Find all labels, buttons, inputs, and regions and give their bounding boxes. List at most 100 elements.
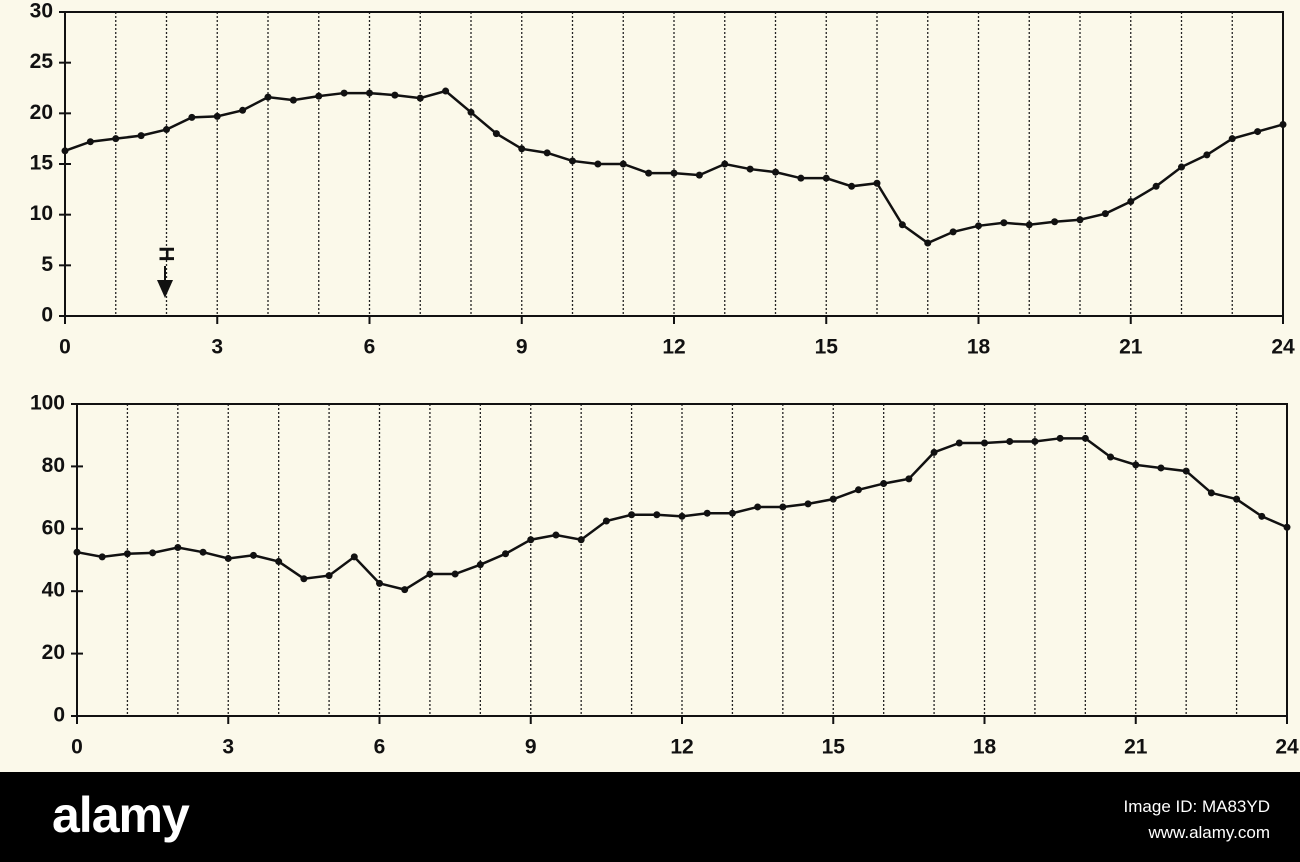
data-point — [426, 570, 434, 578]
data-point — [569, 157, 576, 165]
data-point — [678, 512, 686, 520]
y-tick-label: 40 — [42, 579, 65, 602]
x-tick-label: 3 — [222, 736, 234, 759]
y-tick-label: 80 — [42, 454, 65, 477]
y-tick-label: 30 — [30, 0, 53, 23]
data-point — [602, 517, 610, 525]
chart: 0 5 10 15 20 25 30 0 3 6 9 12 15 18 21 24 H 0 20 40 60 80 100 0… — [30, 0, 1299, 759]
x-tick-label: 18 — [967, 336, 991, 359]
data-point — [577, 536, 585, 544]
y-tick-label: 60 — [42, 516, 65, 539]
y-tick-label: 20 — [42, 641, 65, 664]
data-point — [451, 570, 459, 578]
data-point — [829, 495, 837, 503]
data-point — [492, 130, 500, 138]
data-point — [1000, 219, 1008, 227]
x-tick-label: 6 — [364, 336, 376, 359]
data-point — [898, 221, 906, 229]
x-tick-label: 15 — [822, 736, 846, 759]
data-point — [949, 228, 957, 236]
data-point — [1182, 467, 1190, 475]
data-point — [350, 553, 358, 561]
data-point — [1076, 216, 1084, 224]
data-point — [442, 87, 450, 95]
data-point — [754, 503, 762, 511]
data-point — [518, 145, 526, 153]
data-point — [930, 448, 938, 456]
x-tick-label: 12 — [662, 336, 685, 359]
data-point — [123, 550, 131, 558]
data-point — [289, 96, 297, 104]
arrow-head — [157, 280, 173, 298]
data-point — [98, 553, 106, 561]
data-point — [391, 91, 399, 99]
data-point — [416, 94, 424, 102]
data-point — [1157, 464, 1165, 472]
y-tick-label: 20 — [30, 101, 53, 124]
url: www.alamy.com — [1148, 823, 1270, 842]
data-point — [772, 168, 779, 176]
data-point — [873, 179, 881, 187]
image-id: Image ID: MA83YD — [1123, 797, 1270, 816]
data-point — [1283, 523, 1291, 531]
data-point — [1203, 151, 1211, 159]
data-point — [1006, 437, 1014, 445]
footer: alamy Image ID: MA83YD www.alamy.com — [0, 772, 1300, 862]
data-point — [1279, 120, 1287, 128]
data-point — [848, 182, 856, 190]
data-point — [695, 171, 703, 179]
data-point — [174, 544, 182, 552]
data-point — [628, 511, 636, 519]
data-point — [880, 480, 888, 488]
data-point — [224, 554, 232, 562]
data-point — [275, 558, 283, 566]
data-point — [1031, 437, 1039, 445]
data-point — [1081, 434, 1089, 442]
data-point — [779, 503, 787, 511]
x-tick-label: 15 — [815, 336, 839, 359]
data-point — [163, 126, 170, 134]
x-tick-label: 0 — [59, 336, 71, 359]
data-point — [61, 147, 69, 155]
y-tick-label: 5 — [41, 253, 53, 276]
data-point — [1107, 453, 1115, 461]
data-point — [905, 475, 913, 483]
data-point — [213, 112, 221, 120]
data-point — [746, 165, 754, 173]
x-tick-label: 6 — [374, 736, 386, 759]
data-point — [401, 586, 409, 594]
data-point — [955, 439, 963, 447]
y-tick-label: 10 — [30, 202, 53, 225]
data-point — [594, 160, 602, 168]
data-point — [1132, 461, 1140, 469]
x-tick-label: 12 — [670, 736, 693, 759]
x-tick-label: 9 — [525, 736, 537, 759]
data-point — [1207, 489, 1215, 497]
logo: alamy — [52, 787, 190, 843]
x-tick-label: 3 — [211, 336, 223, 359]
data-point — [112, 135, 120, 143]
footer-info: Image ID: MA83YD www.alamy.com — [1124, 794, 1270, 846]
data-point — [804, 500, 812, 508]
data-point — [1056, 434, 1064, 442]
data-point — [149, 549, 157, 557]
data-point — [300, 575, 308, 583]
y-tick-label: 100 — [30, 392, 65, 415]
data-point — [325, 572, 333, 580]
data-point — [924, 239, 932, 247]
data-point — [1228, 135, 1236, 143]
data-point — [527, 536, 535, 544]
data-point — [822, 174, 830, 182]
data-point — [239, 106, 247, 114]
x-tick-label: 0 — [71, 736, 83, 759]
data-point — [188, 113, 196, 121]
data-point — [1127, 197, 1135, 205]
x-tick-label: 21 — [1124, 736, 1148, 759]
x-tick-label: 18 — [973, 736, 997, 759]
data-point — [502, 550, 510, 558]
x-tick-label: 21 — [1119, 336, 1143, 359]
data-point — [552, 531, 560, 539]
data-point — [340, 89, 348, 97]
data-point — [199, 548, 207, 556]
